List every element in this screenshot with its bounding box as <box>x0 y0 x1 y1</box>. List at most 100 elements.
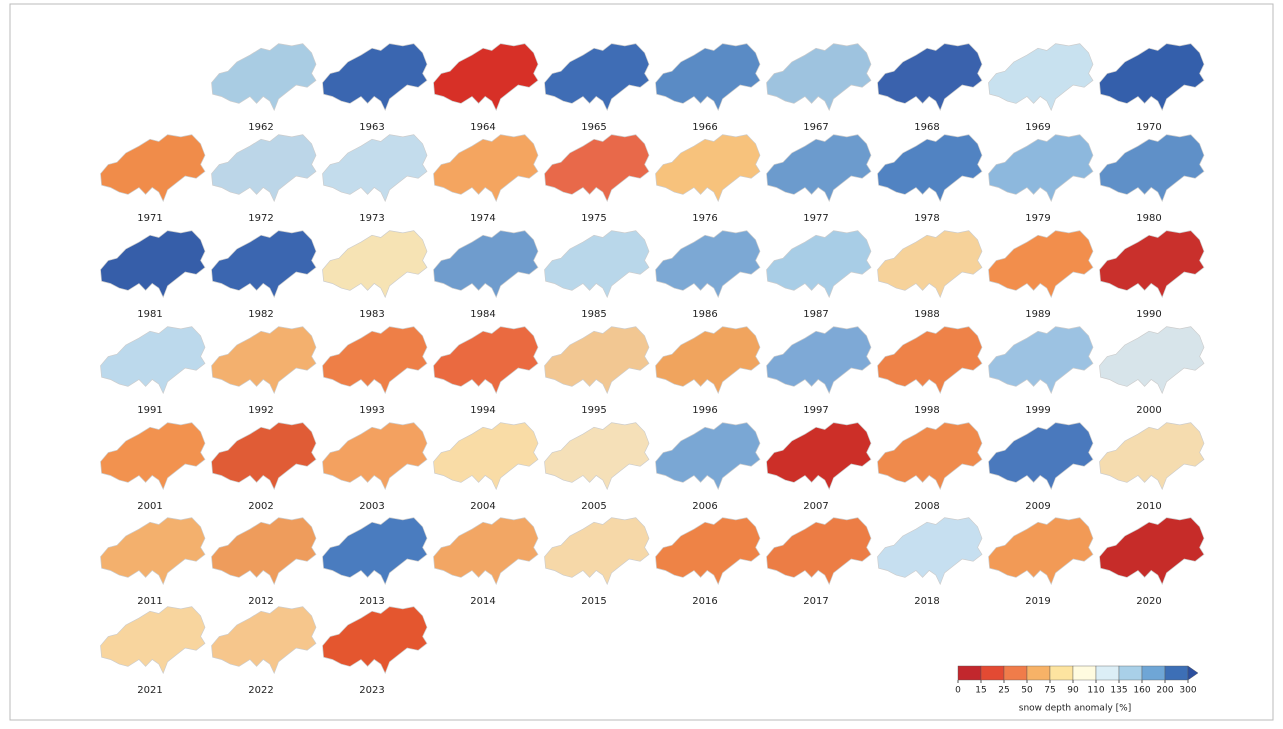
year-label: 1970 <box>1136 122 1161 133</box>
year-label: 2023 <box>359 685 384 696</box>
snow-map <box>767 44 872 111</box>
snow-map <box>434 231 539 298</box>
year-label: 1983 <box>359 309 384 320</box>
year-label: 2007 <box>803 501 828 512</box>
snow-map <box>878 231 983 298</box>
colorbar-tick-label: 200 <box>1156 686 1173 696</box>
year-label: 1981 <box>137 309 162 320</box>
year-label: 1993 <box>359 405 384 416</box>
colorbar-segment <box>1050 666 1073 680</box>
colorbar-label: snow depth anomaly [%] <box>1019 704 1131 714</box>
snow-map <box>878 423 983 490</box>
colorbar-tick-label: 25 <box>998 686 1009 696</box>
snow-map <box>878 518 983 585</box>
year-label: 2004 <box>470 501 495 512</box>
snow-map <box>212 607 317 674</box>
snow-map <box>989 518 1094 585</box>
year-label: 1985 <box>581 309 606 320</box>
year-label: 2009 <box>1025 501 1050 512</box>
snow-map <box>323 607 428 674</box>
snow-map <box>767 518 872 585</box>
year-label: 2011 <box>137 596 162 607</box>
snow-map <box>767 423 872 490</box>
figure: snow depth anomaly [%] 19621963196419651… <box>0 0 1283 725</box>
colorbar-segment <box>1165 666 1188 680</box>
snow-map <box>989 231 1094 298</box>
year-label: 1974 <box>470 213 495 224</box>
year-label: 1969 <box>1025 122 1050 133</box>
snow-map <box>545 518 650 585</box>
year-label: 2015 <box>581 596 606 607</box>
colorbar-tick-label: 50 <box>1021 686 1033 696</box>
snow-map <box>1100 423 1205 490</box>
year-label: 1973 <box>359 213 384 224</box>
snow-map <box>434 135 539 202</box>
year-label: 2012 <box>248 596 273 607</box>
snow-map <box>212 231 317 298</box>
snow-map <box>101 327 206 394</box>
year-label: 1986 <box>692 309 717 320</box>
year-label: 1991 <box>137 405 162 416</box>
year-label: 1980 <box>1136 213 1161 224</box>
colorbar-extend <box>1188 666 1198 680</box>
year-label: 1966 <box>692 122 717 133</box>
snow-map <box>545 44 650 111</box>
year-label: 1977 <box>803 213 828 224</box>
year-label: 2000 <box>1136 405 1161 416</box>
colorbar-segment <box>1096 666 1119 680</box>
year-label: 2002 <box>248 501 273 512</box>
year-label: 2017 <box>803 596 828 607</box>
colorbar-segment <box>1142 666 1165 680</box>
year-label: 2016 <box>692 596 717 607</box>
year-label: 1962 <box>248 122 273 133</box>
snow-map <box>212 135 317 202</box>
year-label: 1996 <box>692 405 717 416</box>
year-label: 1968 <box>914 122 939 133</box>
year-label: 1967 <box>803 122 828 133</box>
colorbar-tick-label: 75 <box>1044 686 1055 696</box>
year-label: 2006 <box>692 501 717 512</box>
colorbar-segment <box>1073 666 1096 680</box>
year-label: 1964 <box>470 122 495 133</box>
year-label: 2010 <box>1136 501 1161 512</box>
colorbar-segment <box>1027 666 1050 680</box>
snow-map <box>878 44 983 111</box>
year-label: 2005 <box>581 501 606 512</box>
snow-map <box>212 423 317 490</box>
year-label: 1963 <box>359 122 384 133</box>
snow-map <box>545 327 650 394</box>
snow-map <box>323 135 428 202</box>
snow-map <box>101 518 206 585</box>
snow-map <box>656 518 761 585</box>
snow-map <box>656 231 761 298</box>
snow-map <box>323 44 428 111</box>
snow-map <box>212 327 317 394</box>
snow-map <box>434 44 539 111</box>
snow-map <box>434 518 539 585</box>
snow-map <box>656 423 761 490</box>
colorbar-tick-label: 300 <box>1179 686 1196 696</box>
snow-map <box>323 327 428 394</box>
year-label: 2020 <box>1136 596 1161 607</box>
year-label: 2021 <box>137 685 162 696</box>
snow-map <box>989 423 1094 490</box>
year-label: 2014 <box>470 596 495 607</box>
year-label: 1971 <box>137 213 162 224</box>
snow-map <box>545 231 650 298</box>
colorbar-segment <box>958 666 981 680</box>
snow-map <box>1100 44 1205 111</box>
colorbar-segment <box>1004 666 1027 680</box>
year-label: 1979 <box>1025 213 1050 224</box>
snow-map <box>656 44 761 111</box>
snow-map <box>101 607 206 674</box>
year-label: 1988 <box>914 309 939 320</box>
year-label: 2022 <box>248 685 273 696</box>
snow-map <box>1100 135 1205 202</box>
snow-map <box>767 231 872 298</box>
snow-map <box>878 327 983 394</box>
year-label: 1989 <box>1025 309 1050 320</box>
snow-map <box>101 135 206 202</box>
snow-map <box>434 327 539 394</box>
snow-map <box>656 327 761 394</box>
colorbar-tick-label: 90 <box>1067 686 1079 696</box>
